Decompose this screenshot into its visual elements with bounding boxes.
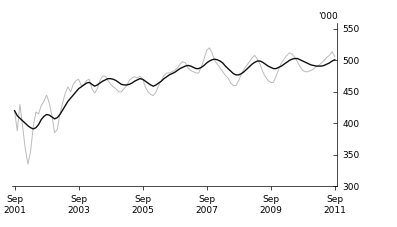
Text: '000: '000: [318, 12, 337, 21]
